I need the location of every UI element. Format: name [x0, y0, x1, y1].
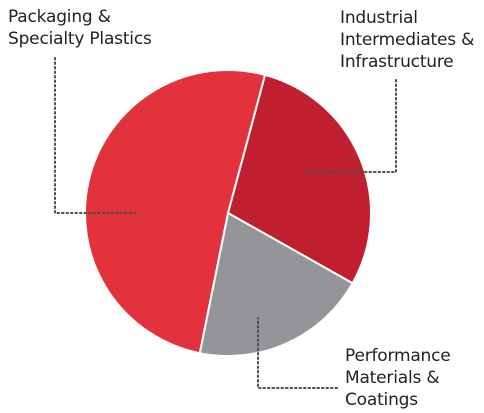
slice-label-packaging-specialty-plastics: Packaging & Specialty Plastics	[8, 6, 152, 50]
slice-label-line: Specialty Plastics	[8, 29, 152, 49]
leader-line-performance-materials	[257, 317, 338, 389]
leader-line-industrial-intermediates	[305, 79, 397, 173]
pie-slice-packaging-specialty-plastics	[84, 69, 267, 355]
slice-label-line: Infrastructure	[340, 52, 454, 72]
slice-label-industrial-intermediates: Industrial Intermediates & Infrastructur…	[340, 7, 474, 73]
leader-line-packaging-specialty-plastics	[54, 57, 139, 214]
slice-label-line: Intermediates &	[340, 30, 475, 50]
pie-slice-industrial-intermediates	[227, 73, 372, 285]
slice-label-line: Industrial	[340, 8, 418, 28]
pie-slice-performance-materials	[198, 212, 354, 357]
slice-label-line: Packaging &	[8, 7, 111, 27]
slice-label-line: Materials &	[345, 368, 440, 388]
slice-label-line: Performance	[345, 346, 451, 366]
slice-label-line: Coatings	[345, 390, 418, 410]
slice-label-performance-materials: Performance Materials & Coatings	[345, 345, 451, 411]
